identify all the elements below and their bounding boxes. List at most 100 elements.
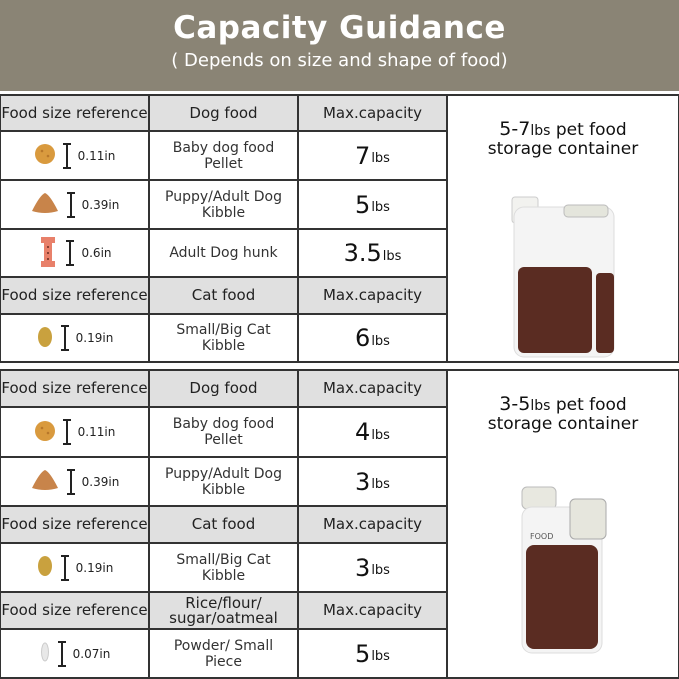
capacity-cell: 3.5 lbs — [297, 228, 448, 278]
header-label: Food size reference — [1, 601, 148, 619]
size-value: 0.6in — [81, 246, 112, 260]
storage-container-image: FOOD — [521, 486, 607, 654]
header-label: Max.capacity — [322, 103, 423, 122]
capacity-value: 5 — [355, 639, 371, 668]
header-food-type: Dog food — [148, 94, 299, 132]
container-panel: 5-7lbs pet food storage container — [446, 94, 679, 363]
food-size-cell: 0.19in — [0, 313, 150, 363]
oval-kibble-icon — [36, 554, 54, 581]
food-type-cell: Small/Big Cat Kibble — [148, 542, 299, 593]
size-bracket-icon — [60, 554, 70, 581]
header-max-capacity: Max.capacity — [297, 505, 448, 544]
food-type: Puppy/Adult Dog Kibble — [165, 188, 282, 221]
food-type: Baby dog food Pellet — [172, 139, 275, 172]
capacity-unit: lbs — [371, 151, 390, 166]
food-type: Baby dog food Pellet — [172, 416, 275, 448]
food-type-cell: Puppy/Adult Dog Kibble — [148, 179, 299, 230]
capacity-unit: lbs — [371, 563, 390, 578]
header-label: Max.capacity — [322, 515, 423, 533]
round-pellet-icon — [34, 143, 56, 168]
capacity-value: 5 — [355, 190, 371, 219]
capacity-unit: lbs — [371, 333, 390, 349]
capacity-value: 4 — [355, 418, 371, 446]
header-label: Food size reference — [1, 379, 148, 397]
header-label: Food size reference — [1, 103, 148, 122]
container-capacity-title: 5-7lbs pet food storage container — [487, 118, 639, 159]
size-value: 0.11in — [77, 425, 116, 439]
size-value: 0.19in — [75, 331, 114, 345]
capacity-unit: lbs — [371, 427, 390, 443]
capacity-cell: 6 lbs — [297, 313, 448, 363]
header-food-type: Cat food — [148, 276, 299, 315]
size-bracket-icon — [62, 419, 72, 445]
capacity-unit: lbs — [371, 200, 390, 215]
header-label: Max.capacity — [322, 379, 423, 397]
header-food-size-reference: Food size reference — [0, 369, 150, 408]
capacity-unit: lbs — [371, 649, 390, 664]
food-type: Powder/ Small Piece — [173, 637, 274, 670]
capacity-unit: lbs — [371, 477, 390, 492]
size-bracket-icon — [62, 142, 72, 169]
food-size-cell: 0.07in — [0, 628, 150, 679]
capacity-unit: lbs — [382, 248, 402, 264]
header-label: Max.capacity — [322, 601, 423, 619]
capacity-cell: 5 lbs — [297, 628, 448, 679]
header-food-size-reference: Food size reference — [0, 505, 150, 544]
size-bracket-icon — [60, 325, 70, 351]
capacity-value: 6 — [355, 324, 371, 352]
capacity-cell: 3 lbs — [297, 542, 448, 593]
header-food-type: Cat food — [148, 505, 299, 544]
food-type-cell: Baby dog food Pellet — [148, 406, 299, 458]
header-food-size-reference: Food size reference — [0, 276, 150, 315]
triangle-kibble-icon — [30, 468, 60, 495]
header-food-type: Dog food — [148, 369, 299, 408]
food-type: Small/Big Cat Kibble — [176, 322, 271, 354]
food-type: Adult Dog hunk — [169, 245, 278, 261]
bone-biscuit-icon — [37, 235, 59, 272]
food-type: Small/Big Cat Kibble — [176, 551, 271, 584]
container-capacity-title: 3-5lbs pet food storage container — [487, 393, 639, 434]
header-food-type: Rice/flour/ sugar/oatmeal — [148, 591, 299, 630]
food-size-cell: 0.39in — [0, 179, 150, 230]
header-max-capacity: Max.capacity — [297, 591, 448, 630]
capacity-cell: 7 lbs — [297, 130, 448, 181]
header-label: Rice/flour/ sugar/oatmeal — [169, 593, 278, 627]
food-type-cell: Puppy/Adult Dog Kibble — [148, 456, 299, 507]
oval-kibble-icon — [36, 325, 54, 352]
capacity-cell: 4 lbs — [297, 406, 448, 458]
size-bracket-icon — [66, 191, 76, 218]
title-banner: Capacity Guidance ( Depends on size and … — [0, 0, 679, 91]
size-bracket-icon — [66, 240, 75, 266]
header-max-capacity: Max.capacity — [297, 94, 448, 132]
capacity-value: 7 — [355, 141, 371, 170]
header-label: Food size reference — [1, 515, 148, 533]
food-size-cell: 0.39in — [0, 456, 150, 507]
food-type: Puppy/Adult Dog Kibble — [165, 465, 282, 498]
triangle-kibble-icon — [30, 191, 60, 218]
capacity-value: 3.5 — [343, 239, 382, 267]
capacity-value: 3 — [355, 553, 371, 582]
food-type-cell: Adult Dog hunk — [148, 228, 299, 278]
storage-container-image — [511, 196, 615, 358]
header-label: Dog food — [189, 103, 258, 122]
capacity-cell: 3 lbs — [297, 456, 448, 507]
round-pellet-icon — [34, 420, 56, 445]
food-type-cell: Baby dog food Pellet — [148, 130, 299, 181]
page-subtitle: ( Depends on size and shape of food) — [171, 50, 508, 71]
size-bracket-icon — [66, 468, 76, 495]
food-size-cell: 0.6in — [0, 228, 150, 278]
header-food-size-reference: Food size reference — [0, 591, 150, 630]
container-panel: 3-5lbs pet food storage container FOOD — [446, 369, 679, 679]
header-label: Max.capacity — [322, 286, 423, 304]
header-label: Dog food — [189, 379, 258, 397]
size-value: 0.39in — [81, 197, 120, 212]
header-label: Cat food — [191, 515, 256, 533]
food-size-cell: 0.11in — [0, 406, 150, 458]
header-max-capacity: Max.capacity — [297, 276, 448, 315]
size-bracket-icon — [57, 640, 67, 667]
capacity-value: 3 — [355, 467, 371, 496]
capacity-cell: 5 lbs — [297, 179, 448, 230]
header-label: Food size reference — [1, 286, 148, 304]
food-size-cell: 0.19in — [0, 542, 150, 593]
page-title: Capacity Guidance — [173, 10, 506, 46]
